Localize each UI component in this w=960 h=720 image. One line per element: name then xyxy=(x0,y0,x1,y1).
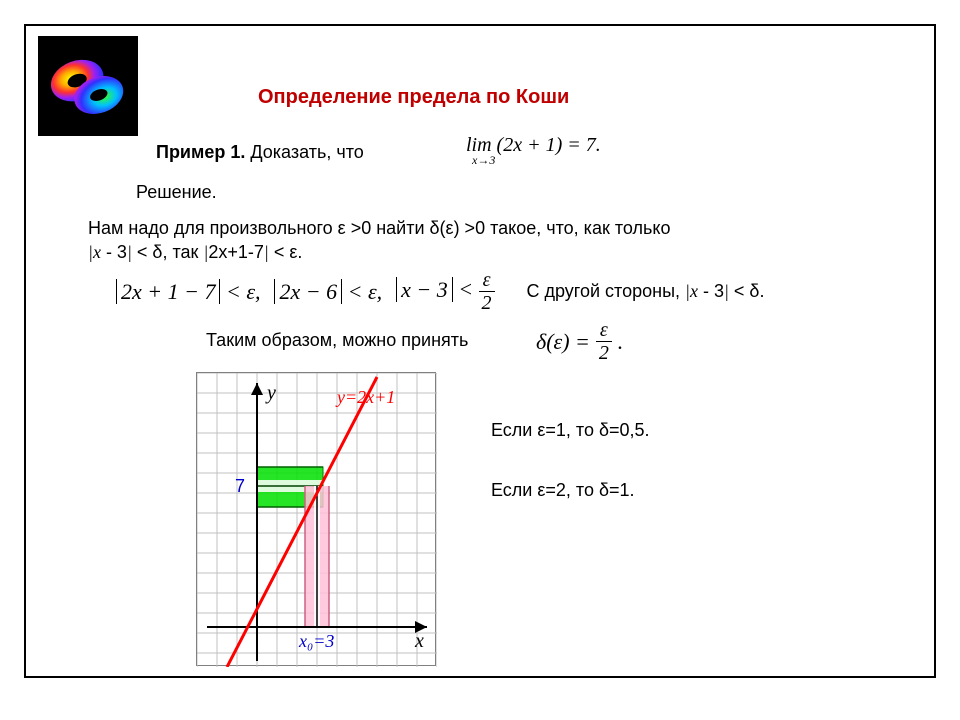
abs-2: 2x − 6 xyxy=(274,279,342,304)
function-line xyxy=(227,377,377,667)
logo xyxy=(38,36,138,136)
delta-tail: . xyxy=(618,329,624,355)
para1-a: Нам надо для произвольного ε >0 найти δ(… xyxy=(88,216,894,240)
example-label: Пример 1. xyxy=(156,142,245,162)
abs-1: 2x + 1 − 7 xyxy=(116,279,220,304)
y-tick-7: 7 xyxy=(235,476,245,496)
frac-eps2: ε 2 xyxy=(479,270,495,313)
delta-equation: δ(ε) = ε 2 . xyxy=(536,320,623,363)
example-line: Пример 1. Доказать, что xyxy=(156,142,364,163)
limit-expression: lim (2x + 1) = 7. x→3 xyxy=(466,134,601,168)
delta-frac: ε 2 xyxy=(596,320,612,363)
x-tick-3: x₀=3 xyxy=(298,631,334,651)
y-axis-label: y xyxy=(265,382,276,404)
delta-lhs: δ(ε) = xyxy=(536,329,590,355)
page-title: Определение предела по Коши xyxy=(258,86,569,109)
delta-den: 2 xyxy=(599,342,609,363)
thus-text: Таким образом, можно принять xyxy=(206,330,468,351)
lt-1: < ε, xyxy=(226,279,261,304)
graph: y x y=2x+1 7 x₀=3 xyxy=(196,372,436,666)
abs-3: x − 3 xyxy=(396,277,453,302)
para1-b: |x - 3| < δ, так |2x+1-7| < ε. xyxy=(88,240,894,264)
torus-icon xyxy=(43,41,133,131)
x-axis-label: x xyxy=(414,630,424,652)
lt-2: < ε, xyxy=(348,279,383,304)
result-1: Если ε=1, то δ=0,5. xyxy=(491,420,650,441)
slide: Определение предела по Коши Пример 1. До… xyxy=(24,24,936,678)
delta-num: ε xyxy=(596,320,612,342)
frac-num: ε xyxy=(479,270,495,292)
graph-svg: y x y=2x+1 7 x₀=3 xyxy=(197,373,437,667)
paragraph-1: Нам надо для произвольного ε >0 найти δ(… xyxy=(88,216,894,265)
inequality-row: 2x + 1 − 7 < ε, 2x − 6 < ε, x − 3 < ε 2 … xyxy=(116,270,764,313)
function-label: y=2x+1 xyxy=(335,387,395,407)
result-2: Если ε=2, то δ=1. xyxy=(491,480,635,501)
example-text: Доказать, что xyxy=(250,142,363,162)
frac-den: 2 xyxy=(482,292,492,313)
solution-label: Решение. xyxy=(136,182,217,203)
other-side: С другой стороны, |x - 3| < δ. xyxy=(527,281,765,302)
